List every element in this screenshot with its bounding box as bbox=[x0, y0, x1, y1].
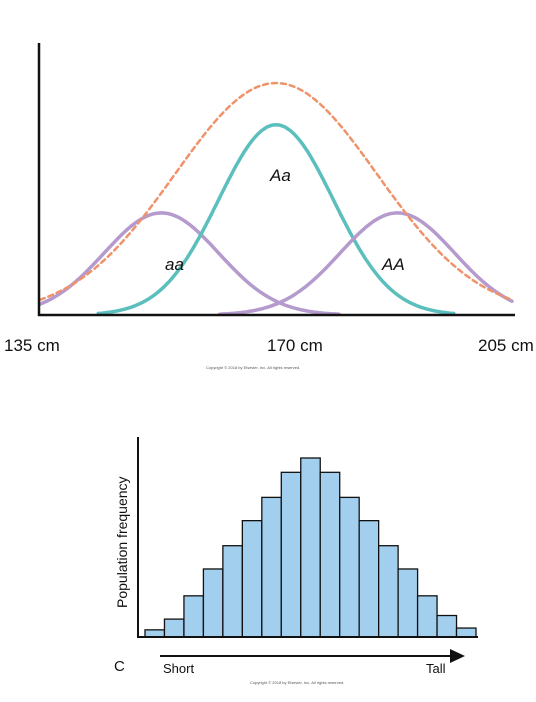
histogram-bar bbox=[397, 568, 419, 638]
histogram-bar bbox=[358, 520, 380, 638]
genotype-curve-Aa bbox=[96, 123, 456, 316]
histogram-bar bbox=[455, 627, 477, 638]
x-start-label: Short bbox=[163, 661, 194, 676]
histogram-bar bbox=[339, 496, 360, 638]
copyright-text: Copyright © 2018 by Elsevier, Inc. All r… bbox=[250, 680, 344, 685]
histogram-bar bbox=[377, 545, 399, 638]
curve-label-aa: aa bbox=[165, 255, 184, 274]
copyright-text: Copyright © 2018 by Elsevier, Inc. All r… bbox=[206, 365, 300, 370]
histogram-bar bbox=[261, 496, 282, 638]
y-axis-label: Population frequency bbox=[114, 476, 130, 608]
panel-label: C bbox=[114, 658, 125, 675]
histogram-bar bbox=[202, 568, 224, 638]
histogram-bar bbox=[183, 595, 205, 638]
x-tick-label: 135 cm bbox=[4, 336, 60, 355]
x-end-label: Tall bbox=[426, 661, 446, 676]
genotype-curve-aa bbox=[38, 211, 341, 316]
histogram-bar bbox=[241, 520, 263, 638]
histogram-bar bbox=[319, 471, 341, 638]
histogram-bar bbox=[163, 618, 185, 638]
genotype-curves bbox=[38, 81, 514, 316]
histogram-bar bbox=[416, 595, 438, 638]
histogram-bar bbox=[436, 614, 458, 638]
histogram-bars bbox=[144, 457, 477, 638]
total-population-curve bbox=[38, 81, 514, 302]
genotype-curve-AA bbox=[217, 211, 514, 316]
histogram-bar bbox=[144, 629, 166, 638]
x-tick-label: 205 cm bbox=[478, 336, 534, 355]
curve-label-AA: AA bbox=[381, 255, 405, 274]
histogram-bar bbox=[222, 545, 244, 638]
curve-label-Aa: Aa bbox=[269, 166, 291, 185]
histogram-bar bbox=[280, 471, 302, 638]
histogram-bar bbox=[300, 457, 321, 638]
x-arrow-head bbox=[450, 649, 465, 663]
x-tick-label: 170 cm bbox=[267, 336, 323, 355]
